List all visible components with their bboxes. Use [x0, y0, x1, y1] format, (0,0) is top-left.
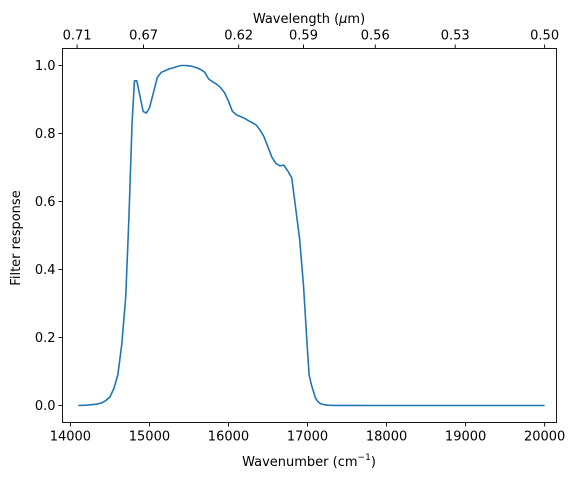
- x-tick-label: 14000: [50, 430, 91, 445]
- y-tick-label: 0.6: [35, 195, 56, 210]
- top-tick-label: 0.50: [530, 29, 559, 44]
- y-tick-label: 0.2: [35, 331, 56, 346]
- y-tick-label: 1.0: [35, 59, 56, 74]
- y-tick-label: 0.4: [35, 263, 56, 278]
- top-tick-label: 0.71: [63, 29, 92, 44]
- top-tick-label: 0.59: [289, 29, 318, 44]
- x-axis-title: Wavenumber (cm−1): [242, 453, 376, 470]
- y-axis-title: Filter response: [9, 190, 24, 285]
- x-tick-label: 20000: [524, 430, 565, 445]
- y-tick-label: 0.8: [35, 127, 56, 142]
- top-axis-ticks: 0.71 0.67 0.62 0.59 0.56 0.53 0.50: [63, 29, 559, 49]
- x-tick-label: 15000: [129, 430, 170, 445]
- plot-frame: [62, 48, 557, 423]
- y-axis-ticks: 0.0 0.2 0.4 0.6 0.8 1.0: [35, 59, 63, 414]
- filter-response-line: [78, 64, 545, 407]
- top-axis-title: Wavelength (μm): [253, 12, 365, 27]
- top-tick-label: 0.56: [361, 29, 390, 44]
- x-tick-label: 18000: [366, 430, 407, 445]
- top-tick-label: 0.67: [129, 29, 158, 44]
- top-tick-label: 0.62: [224, 29, 253, 44]
- x-tick-label: 16000: [208, 430, 249, 445]
- x-tick-label: 17000: [287, 430, 328, 445]
- series-group: [78, 64, 545, 407]
- x-tick-label: 19000: [445, 430, 486, 445]
- top-tick-label: 0.53: [441, 29, 470, 44]
- y-tick-label: 0.0: [35, 399, 56, 414]
- x-axis-ticks: 14000 15000 16000 17000 18000 19000 20000: [50, 422, 565, 445]
